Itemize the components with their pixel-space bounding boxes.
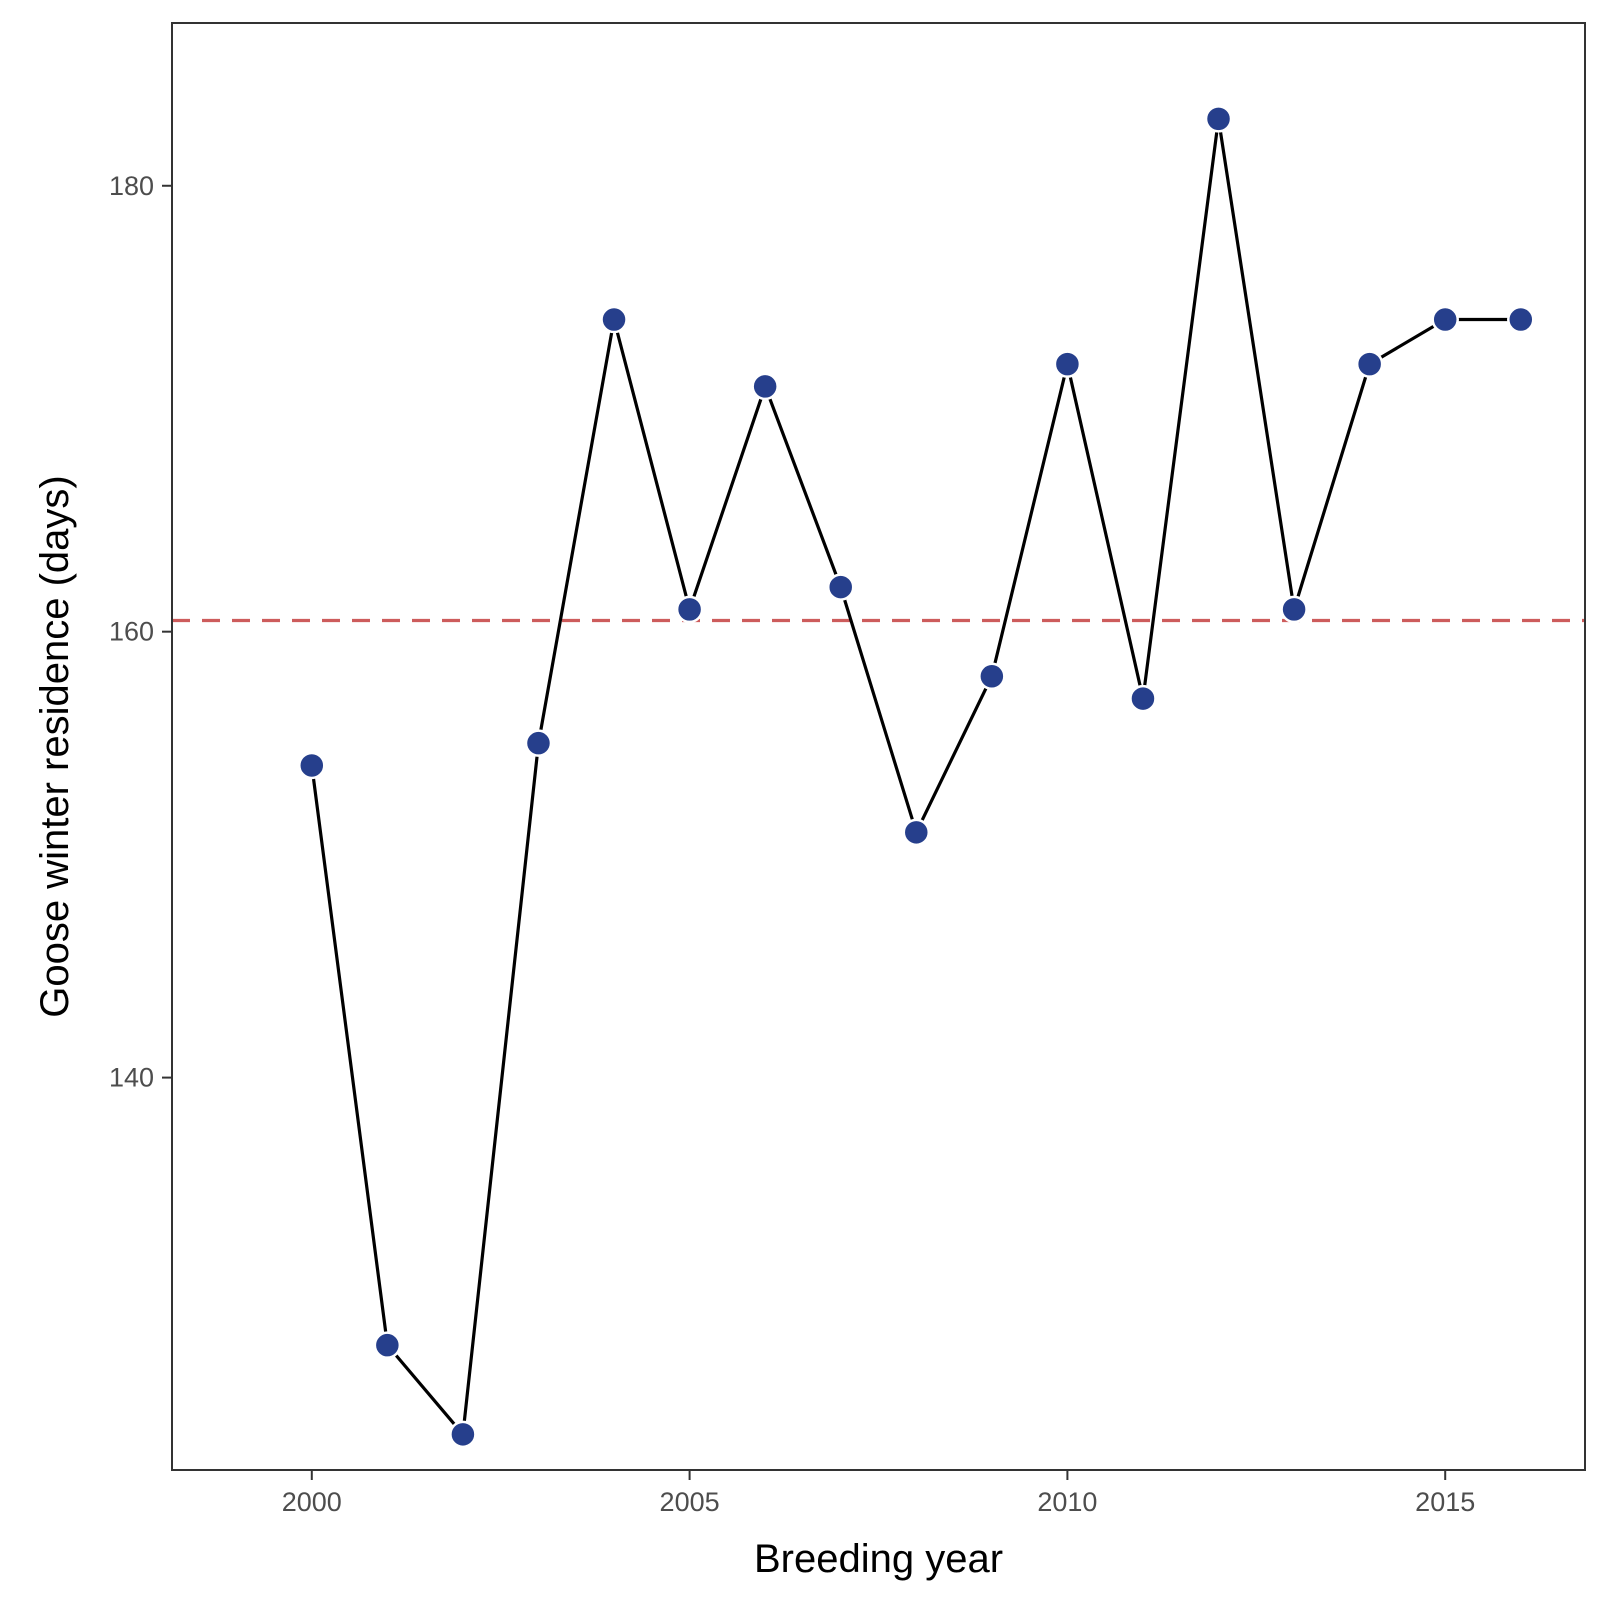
data-point-2009: [978, 662, 1006, 691]
x-tick-label-2010: 2010: [1037, 1487, 1097, 1517]
x-axis-title: Breeding year: [754, 1537, 1003, 1581]
data-point-2001: [373, 1331, 402, 1359]
data-point-2012: [1204, 105, 1233, 133]
data-point-2013: [1280, 595, 1308, 624]
y-tick-label-140: 140: [109, 1063, 154, 1093]
y-axis: 140 160 180: [109, 171, 172, 1093]
plot-area: [171, 22, 1586, 1471]
x-tick-label-2005: 2005: [660, 1487, 720, 1517]
data-point-2004: [600, 305, 628, 334]
data-point-2011: [1129, 684, 1157, 713]
data-point-2007: [826, 573, 855, 601]
panel-border: [171, 22, 1586, 1471]
y-axis-title: Goose winter residence (days): [33, 475, 77, 1017]
x-tick-label-2000: 2000: [282, 1487, 342, 1517]
x-axis: 2000 2005 2010 2015: [282, 1470, 1475, 1517]
x-tick-label-2015: 2015: [1415, 1487, 1475, 1517]
data-point-2000: [298, 751, 326, 780]
data-point-2002: [449, 1420, 477, 1449]
data-point-2003: [524, 729, 553, 757]
data-point-2005: [675, 595, 704, 624]
data-point-2006: [751, 372, 779, 401]
y-tick-label-180: 180: [109, 171, 154, 201]
data-point-2015: [1431, 305, 1459, 334]
data-point-2008: [902, 818, 931, 847]
y-tick-label-160: 160: [109, 617, 154, 647]
series-line: [310, 117, 1521, 1436]
data-point-2016: [1507, 305, 1535, 334]
data-point-2014: [1355, 350, 1384, 378]
data-point-2010: [1053, 350, 1082, 378]
